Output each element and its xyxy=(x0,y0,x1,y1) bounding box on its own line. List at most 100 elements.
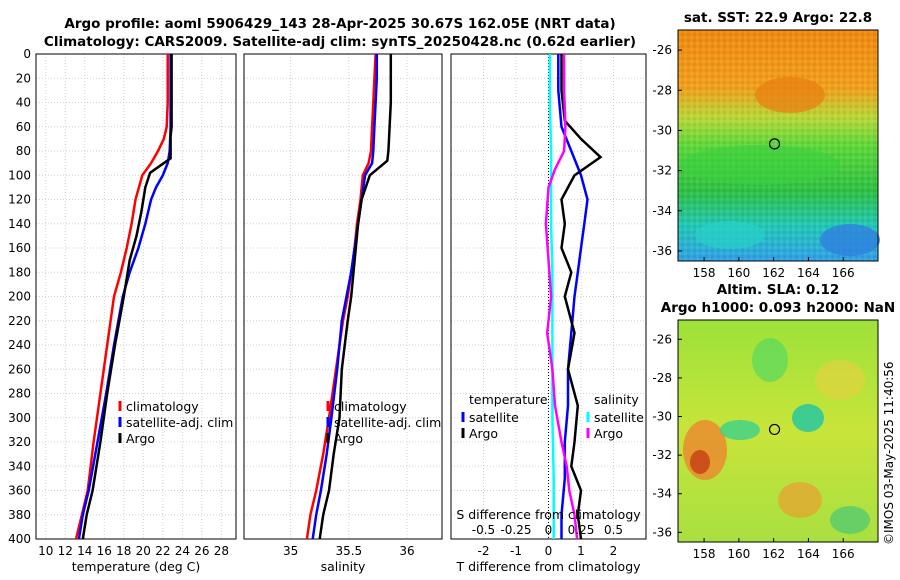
series-line-argo xyxy=(318,54,393,540)
x-tick-label: -1 xyxy=(510,544,522,558)
sst-map-title: sat. SST: 22.9 Argo: 22.8 xyxy=(684,10,872,26)
map-x-tick-label: 164 xyxy=(797,547,820,561)
y-tick-label: 400 xyxy=(8,532,31,546)
sst-warm-blob xyxy=(755,77,825,113)
y-tick-label: 260 xyxy=(8,362,31,376)
y-tick-label: 160 xyxy=(8,241,31,255)
y-tick-label: 240 xyxy=(8,338,31,352)
y-tick-label: 0 xyxy=(23,47,31,61)
map-x-tick-label: 164 xyxy=(797,266,820,280)
y-tick-label: 180 xyxy=(8,265,31,279)
x-tick-label: 2 xyxy=(610,544,618,558)
x-axis-label: T difference from climatology xyxy=(455,559,641,574)
x-tick-label: 28 xyxy=(214,544,229,558)
map-x-tick-label: 160 xyxy=(727,547,750,561)
sst-argo-marker xyxy=(768,138,781,150)
x-tick-label: 18 xyxy=(116,544,131,558)
sla-cyan-eddy-2 xyxy=(720,420,760,440)
y-tick-label: 80 xyxy=(16,144,31,158)
map-y-tick-label: -36 xyxy=(652,244,672,258)
s-tick-label: 0 xyxy=(545,523,553,537)
copyright-stamp: ©IMOS 03-May-2025 11:40:56 xyxy=(882,361,896,545)
map-x-tick-label: 158 xyxy=(693,266,716,280)
y-tick-label: 360 xyxy=(8,484,31,498)
map-y-tick-label: -26 xyxy=(652,43,672,57)
x-tick-label: 10 xyxy=(38,544,53,558)
sst-cyan-patch xyxy=(695,221,765,249)
y-tick-label: 340 xyxy=(8,459,31,473)
map-x-tick-label: 166 xyxy=(832,266,855,280)
title-line-1: Argo profile: aoml 5906429_143 28-Apr-20… xyxy=(64,16,615,32)
legend-label: satellite-adj. clim xyxy=(334,415,441,430)
s-tick-label: -0.25 xyxy=(500,523,531,537)
y-tick-label: 120 xyxy=(8,193,31,207)
sla-map-title-1: Altim. SLA: 0.12 xyxy=(717,282,839,298)
y-tick-label: 380 xyxy=(8,508,31,522)
map-y-tick-label: -36 xyxy=(652,525,672,539)
series-line-s-satellite xyxy=(548,54,555,539)
series-line-s-argo xyxy=(544,54,579,540)
salinity-profile-plot: 35 35.5 36 salinity climatologysatellite-adj… xyxy=(243,53,443,574)
sst-cool-patch xyxy=(820,224,880,256)
difference-plot: -2 -1 0 1 2T difference from climatology temp… xyxy=(450,53,647,574)
y-tick-label: 60 xyxy=(16,120,31,134)
s-tick-label: -0.5 xyxy=(472,523,495,537)
x-tick-label: 20 xyxy=(136,544,151,558)
series-line-t-argo xyxy=(560,54,603,540)
legend-label: climatology xyxy=(126,399,199,414)
sla-red-core xyxy=(690,450,710,474)
sst-map: sat. SST: 22.9 Argo: 22.8 158 160 162 164 16… xyxy=(652,10,880,280)
x-tick-label: 16 xyxy=(97,544,112,558)
temperature-profile-plot: 0 20 40 60 80 100 120 140 160 180 200 220 240 260 280 3… xyxy=(8,47,237,574)
x-tick-label: 1 xyxy=(577,544,585,558)
map-x-tick-label: 166 xyxy=(832,547,855,561)
s-axis-label: S difference from climatology xyxy=(456,507,641,522)
x-tick-label: 0 xyxy=(545,544,553,558)
map-x-tick-label: 162 xyxy=(762,266,785,280)
map-x-tick-label: 160 xyxy=(727,266,750,280)
sla-argo-marker xyxy=(768,423,781,436)
sla-map-title-2: Argo h1000: 0.093 h2000: NaN xyxy=(661,300,895,316)
sla-green-eddy xyxy=(752,338,788,382)
x-tick-label: 35.5 xyxy=(335,544,362,558)
y-tick-label: 320 xyxy=(8,435,31,449)
x-tick-label: -2 xyxy=(478,544,490,558)
axes-frame xyxy=(35,53,237,540)
legend-label: Argo xyxy=(334,431,363,446)
legend-label: Argo xyxy=(126,431,155,446)
sst-green-band xyxy=(680,145,840,185)
sla-map: Altim. SLA: 0.12 Argo h1000: 0.093 h2000… xyxy=(652,282,895,561)
map-y-tick-label: -32 xyxy=(652,448,672,462)
y-tick-label: 100 xyxy=(8,168,31,182)
series-line-climatology xyxy=(74,54,169,540)
map-y-tick-label: -32 xyxy=(652,164,672,178)
x-tick-label: 26 xyxy=(194,544,209,558)
y-tick-label: 20 xyxy=(16,71,31,85)
map-y-tick-label: -26 xyxy=(652,332,672,346)
y-tick-label: 220 xyxy=(8,314,31,328)
x-tick-label: 12 xyxy=(58,544,73,558)
x-tick-label: 24 xyxy=(175,544,190,558)
map-y-tick-label: -30 xyxy=(652,123,672,137)
x-axis-label: temperature (deg C) xyxy=(72,559,201,574)
s-tick-label: 0.25 xyxy=(568,523,595,537)
sla-orange-eddy-2 xyxy=(778,482,822,518)
legend-label: satellite xyxy=(469,410,519,425)
sla-green-south xyxy=(830,506,870,534)
y-tick-label: 300 xyxy=(8,411,31,425)
legend-label: Argo xyxy=(469,426,498,441)
map-y-tick-label: -34 xyxy=(652,204,672,218)
legend-label: Argo xyxy=(594,426,623,441)
legend-label: climatology xyxy=(334,399,407,414)
x-tick-label: 22 xyxy=(155,544,170,558)
y-tick-label: 280 xyxy=(8,387,31,401)
title-line-2: Climatology: CARS2009. Satellite-adj cli… xyxy=(44,34,636,50)
x-tick-label: 36 xyxy=(399,544,414,558)
y-tick-label: 200 xyxy=(8,290,31,304)
map-y-tick-label: -30 xyxy=(652,410,672,424)
series-line-argo xyxy=(81,54,173,540)
map-y-tick-label: -34 xyxy=(652,487,672,501)
x-tick-label: 14 xyxy=(77,544,92,558)
y-tick-label: 40 xyxy=(16,96,31,110)
